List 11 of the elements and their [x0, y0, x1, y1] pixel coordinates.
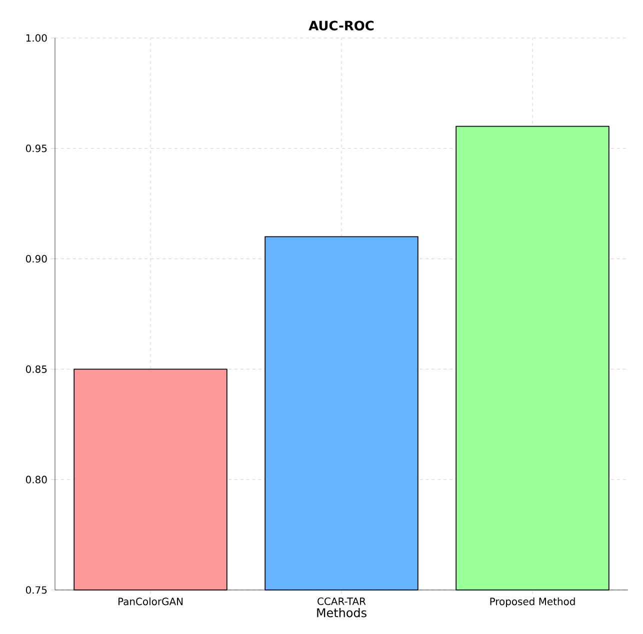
y-tick-label: 0.95 [26, 144, 47, 152]
x-tick-label: CCAR-TAR [318, 597, 366, 606]
y-tick-label: 0.90 [26, 255, 47, 263]
y-tick-label: 0.85 [26, 365, 47, 373]
y-tick-label: 0.75 [26, 586, 47, 594]
chart-title: AUC-ROC [308, 20, 374, 30]
x-axis-title: Methods [317, 608, 366, 618]
x-tick-label: Proposed Method [490, 597, 575, 608]
x-tick-label: PanColorGAN [118, 597, 183, 606]
y-tick-label: 0.80 [26, 476, 47, 484]
y-tick-label: 1.00 [26, 34, 47, 42]
